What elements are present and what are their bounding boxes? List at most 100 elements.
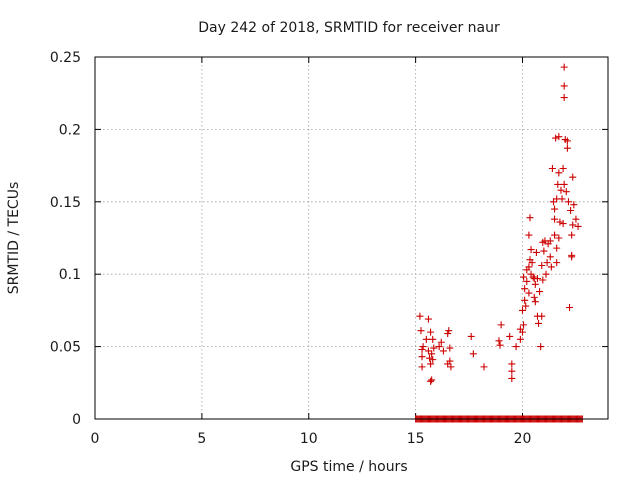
data-point <box>527 270 535 278</box>
y-tick-label: 0.2 <box>59 122 81 138</box>
data-point <box>541 237 549 245</box>
data-point <box>519 328 526 336</box>
data-point <box>419 343 427 351</box>
data-point <box>563 144 571 152</box>
data-point <box>426 354 434 362</box>
data-point <box>525 231 533 239</box>
data-point <box>519 306 526 314</box>
data-point <box>467 332 475 340</box>
data-point <box>536 288 544 296</box>
data-point <box>566 304 574 312</box>
data-point <box>552 134 560 142</box>
x-tick-labels: 0 5 10 15 20 <box>91 431 532 447</box>
y-tick-label: 0.05 <box>50 340 81 356</box>
data-point <box>559 164 567 172</box>
x-tick-label: 5 <box>197 431 206 447</box>
grid-lines <box>95 57 608 419</box>
data-point <box>538 262 546 270</box>
data-point <box>546 253 554 261</box>
data-point <box>549 198 557 206</box>
data-point <box>555 234 563 242</box>
data-point <box>525 263 533 271</box>
data-point <box>520 273 528 281</box>
data-point <box>418 353 426 361</box>
data-point <box>564 198 572 206</box>
data-point <box>539 276 547 284</box>
data-point <box>530 293 538 301</box>
x-axis-label: GPS time / hours <box>290 459 407 475</box>
data-point <box>521 285 529 293</box>
data-point <box>444 330 452 338</box>
data-point <box>495 337 503 345</box>
data-point <box>559 220 567 228</box>
data-point <box>418 363 426 371</box>
data-point <box>508 367 516 375</box>
data-point <box>430 344 438 352</box>
data-point <box>521 296 529 304</box>
data-point <box>435 343 443 351</box>
data-point <box>417 327 425 335</box>
data-point <box>567 206 575 214</box>
data-point <box>525 289 533 297</box>
x-tick-label: 15 <box>407 431 425 447</box>
data-point <box>424 347 432 355</box>
data-point <box>560 82 568 90</box>
data-point <box>528 259 536 267</box>
data-point <box>439 347 447 355</box>
chart-title: Day 242 of 2018, SRMTID for receiver nau… <box>198 20 500 36</box>
data-point <box>572 215 580 223</box>
data-point <box>560 180 568 188</box>
data-point <box>557 186 565 194</box>
data-point <box>520 321 528 329</box>
data-point <box>445 327 453 335</box>
data-point <box>516 335 524 343</box>
data-point <box>568 231 576 239</box>
data-point <box>427 377 435 385</box>
data-point <box>562 188 570 196</box>
x-tick-label: 10 <box>300 431 318 447</box>
data-point <box>537 343 545 351</box>
data-point <box>480 363 488 371</box>
data-point <box>558 195 566 203</box>
data-point <box>427 328 435 336</box>
data-point <box>522 302 530 310</box>
data-point <box>554 180 562 188</box>
x-tick-label: 0 <box>91 431 100 447</box>
data-point <box>508 374 516 382</box>
y-tick-label: 0.25 <box>50 50 81 66</box>
y-tick-labels: 0 0.05 0.1 0.15 0.2 0.25 <box>50 50 81 428</box>
y-axis-label: SRMTID / TECUs <box>6 182 22 295</box>
data-point <box>506 332 514 340</box>
data-point <box>574 222 582 230</box>
data-point <box>538 312 546 320</box>
data-point <box>569 221 577 229</box>
data-point <box>428 376 436 384</box>
data-point <box>553 259 561 267</box>
data-point <box>569 173 577 181</box>
data-point <box>447 363 455 371</box>
y-tick-label: 0.15 <box>50 195 81 211</box>
data-point <box>553 244 561 252</box>
data-point <box>418 345 426 353</box>
data-point <box>469 350 477 358</box>
y-tick-label: 0.1 <box>59 267 81 283</box>
data-point <box>508 360 516 368</box>
data-point <box>570 201 578 209</box>
data-point <box>497 321 505 329</box>
data-point <box>542 270 550 278</box>
data-point <box>540 247 548 255</box>
data-point <box>556 218 564 226</box>
data-point <box>530 275 538 283</box>
x-tick-label: 20 <box>514 431 532 447</box>
data-point <box>424 315 432 323</box>
data-point <box>560 94 568 102</box>
data-point <box>429 356 437 364</box>
data-point <box>446 344 454 352</box>
data-point <box>543 259 551 267</box>
data-point <box>512 343 520 351</box>
data-point <box>547 263 555 271</box>
plot-frame <box>94 56 609 420</box>
data-point <box>496 341 504 349</box>
